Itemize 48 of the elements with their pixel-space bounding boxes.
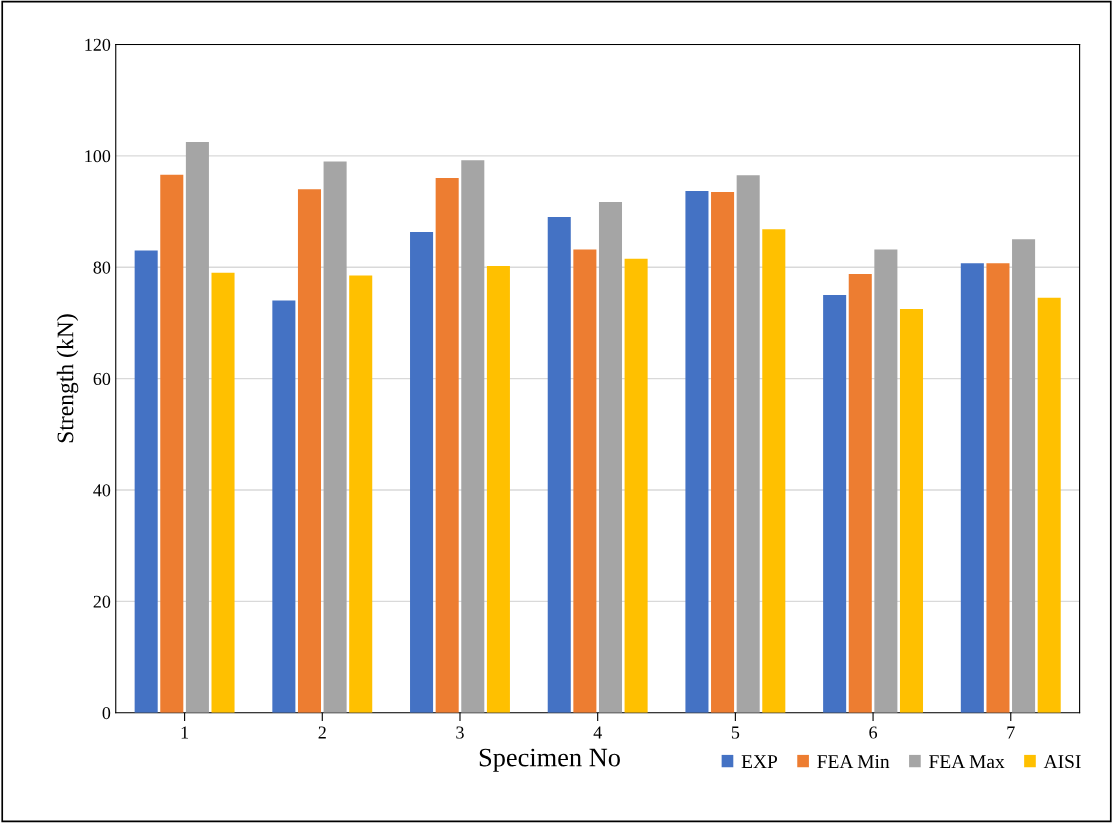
legend-label: FEA Max <box>929 755 1005 769</box>
bar <box>848 273 872 713</box>
bar <box>598 202 623 713</box>
x-tick-label: 7 <box>1007 726 1015 739</box>
y-tick-label: 80 <box>93 261 111 274</box>
bar <box>160 174 184 713</box>
bar <box>547 217 571 713</box>
bar <box>762 229 786 713</box>
legend-label: AISI <box>1043 755 1081 769</box>
bar <box>486 266 510 713</box>
x-tick-label: 5 <box>731 726 740 739</box>
bar <box>986 263 1010 713</box>
y-tick-label: 120 <box>85 38 111 51</box>
bar <box>899 308 924 713</box>
y-axis-title: Strength (kN) <box>56 314 79 443</box>
x-tick-label: 2 <box>318 726 326 739</box>
bar <box>960 263 984 713</box>
x-tick-label: 3 <box>456 726 464 739</box>
bar <box>461 160 485 713</box>
bar <box>736 175 760 713</box>
y-tick-label: 60 <box>93 372 111 386</box>
bar <box>1037 297 1061 713</box>
bar <box>323 161 347 713</box>
legend-label: FEA Min <box>817 755 890 768</box>
y-tick-label: 100 <box>85 150 111 163</box>
y-tick-label: 40 <box>93 484 111 497</box>
x-tick-label: 1 <box>181 726 189 739</box>
bar <box>185 141 209 713</box>
bar <box>1012 239 1036 713</box>
bar <box>134 250 158 713</box>
x-axis-title: Specimen No <box>479 748 620 772</box>
y-tick-label: 0 <box>102 706 111 720</box>
bar <box>410 232 434 713</box>
bar <box>685 190 709 713</box>
bar <box>435 178 459 713</box>
bar <box>624 258 648 713</box>
bar <box>874 249 898 713</box>
x-tick-label: 6 <box>869 726 878 739</box>
legend-label: EXP <box>741 755 778 768</box>
x-tick-label: 4 <box>593 726 602 739</box>
y-tick-label: 20 <box>93 595 111 608</box>
bar <box>823 295 847 713</box>
bar <box>272 300 296 713</box>
bar <box>573 249 597 713</box>
bar <box>297 189 322 713</box>
bar <box>349 275 373 713</box>
bar <box>211 272 235 713</box>
bar <box>711 192 735 713</box>
